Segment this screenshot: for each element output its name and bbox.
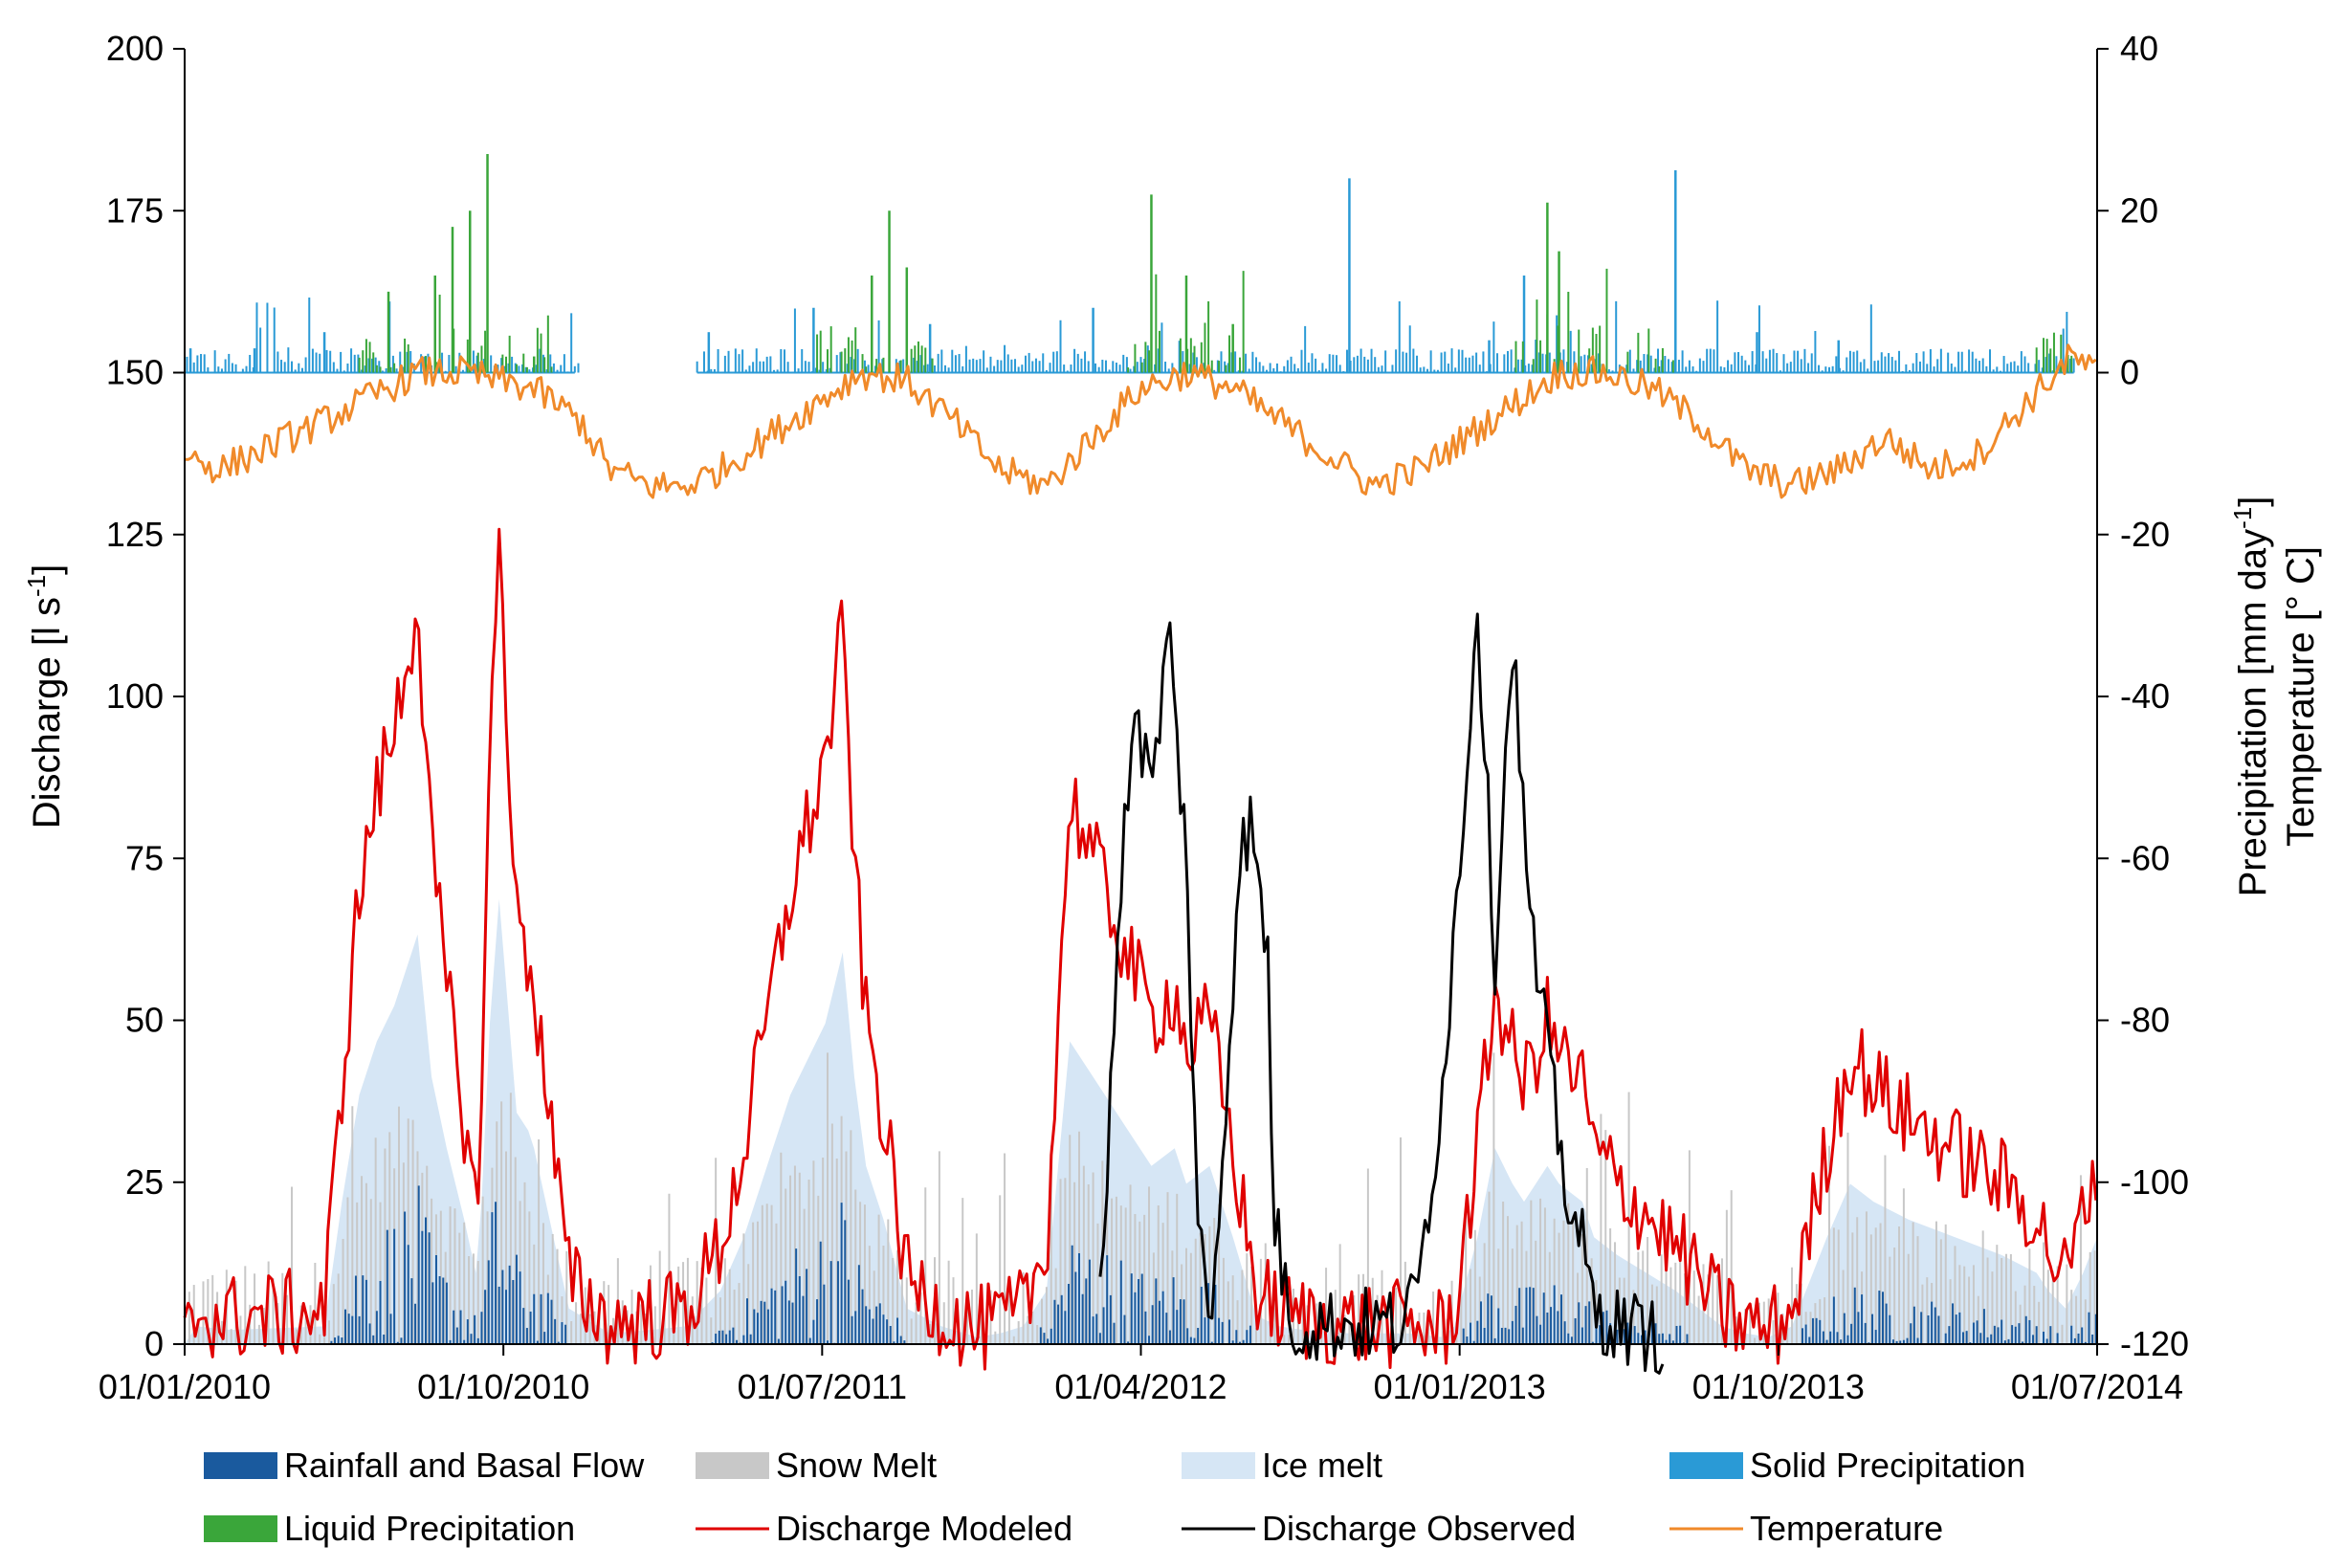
right-tick-label: 40 xyxy=(2120,29,2158,68)
legend-item-observed: Discharge Observed xyxy=(1182,1509,1576,1548)
left-tick-label: 50 xyxy=(125,1001,164,1040)
legend-swatch xyxy=(1182,1452,1255,1479)
legend-swatch xyxy=(1669,1452,1743,1479)
x-tick-label: 01/10/2010 xyxy=(417,1367,589,1406)
right-axis-title-line2: Temperature [° C] xyxy=(2280,546,2322,847)
legend-item-rain: Rainfall and Basal Flow xyxy=(204,1446,645,1485)
rainfall-basal-flow-bars xyxy=(326,1185,2097,1344)
right-tick-label: 20 xyxy=(2120,190,2158,230)
legend-swatch xyxy=(204,1515,277,1542)
right-axis-title-sup: -1 xyxy=(2228,507,2257,529)
left-axis-ticks: 0 25 50 75 100 125 150 175 200 xyxy=(106,29,185,1363)
x-tick-label: 01/04/2012 xyxy=(1054,1367,1227,1406)
discharge-observed-line xyxy=(1098,612,1665,1375)
left-axis-title-sup: -1 xyxy=(22,575,51,597)
axes xyxy=(184,49,2098,1345)
legend-item-solid: Solid Precipitation xyxy=(1669,1446,2025,1485)
right-tick-label: 0 xyxy=(2120,353,2139,392)
right-axis-ticks: -120 -100 -80 -60 -40 -20 0 20 40 xyxy=(2097,29,2189,1363)
discharge-modeled-line xyxy=(183,527,2098,1371)
legend-label: Temperature xyxy=(1750,1509,1943,1548)
right-axis-title-base: Precipitation [mm day xyxy=(2232,529,2274,897)
right-tick-label: -20 xyxy=(2120,515,2170,554)
left-tick-label: 0 xyxy=(144,1324,164,1363)
left-axis-title: Discharge [l s-1] xyxy=(22,564,68,829)
legend-label: Rainfall and Basal Flow xyxy=(284,1446,645,1485)
right-tick-label: -80 xyxy=(2120,1001,2170,1040)
legend-label: Ice melt xyxy=(1262,1446,1382,1485)
x-tick-label: 01/01/2010 xyxy=(99,1367,271,1406)
left-tick-label: 200 xyxy=(106,29,164,68)
legend-item-temperature: Temperature xyxy=(1669,1509,1943,1548)
legend-item-liquid: Liquid Precipitation xyxy=(204,1509,575,1548)
line-series xyxy=(183,343,2098,1375)
left-tick-label: 25 xyxy=(125,1162,164,1202)
ice-melt-area xyxy=(185,898,2097,1344)
legend: Rainfall and Basal Flow Snow Melt Ice melt… xyxy=(204,1446,2025,1548)
legend-label: Liquid Precipitation xyxy=(284,1509,575,1548)
legend-label: Discharge Modeled xyxy=(776,1509,1072,1548)
right-axis-title-tail: ] xyxy=(2232,497,2274,507)
left-axis-title-tail: ] xyxy=(26,564,68,575)
legend-label: Discharge Observed xyxy=(1262,1509,1576,1548)
right-axis-title-line1: Precipitation [mm day-1] xyxy=(2228,497,2274,897)
right-tick-label: -60 xyxy=(2120,838,2170,877)
legend-item-snow: Snow Melt xyxy=(696,1446,937,1485)
x-tick-label: 01/01/2013 xyxy=(1374,1367,1546,1406)
ice-melt-area-shape xyxy=(185,898,2097,1344)
left-tick-label: 75 xyxy=(125,838,164,877)
x-tick-label: 01/07/2014 xyxy=(2011,1367,2183,1406)
legend-item-ice: Ice melt xyxy=(1182,1446,1382,1485)
left-tick-label: 100 xyxy=(106,676,164,716)
x-axis-ticks: 01/01/2010 01/10/2010 01/07/2011 01/04/2012… xyxy=(99,1344,2183,1406)
x-tick-label: 01/10/2013 xyxy=(1692,1367,1865,1406)
x-tick-label: 01/07/2011 xyxy=(738,1367,908,1406)
legend-item-modeled: Discharge Modeled xyxy=(696,1509,1072,1548)
left-tick-label: 175 xyxy=(106,190,164,230)
temperature-line xyxy=(185,343,2097,499)
right-tick-label: -120 xyxy=(2120,1324,2189,1363)
legend-label: Solid Precipitation xyxy=(1750,1446,2025,1485)
left-tick-label: 150 xyxy=(106,353,164,392)
right-tick-label: -100 xyxy=(2120,1162,2189,1202)
legend-swatch xyxy=(204,1452,277,1479)
legend-label: Snow Melt xyxy=(776,1446,937,1485)
liquid-precipitation-bars xyxy=(358,154,2073,373)
solid-precipitation-bars xyxy=(185,169,2075,374)
left-axis-title-base: Discharge [l s xyxy=(26,597,68,828)
legend-swatch xyxy=(696,1452,769,1479)
left-tick-label: 125 xyxy=(106,515,164,554)
right-tick-label: -40 xyxy=(2120,676,2170,716)
